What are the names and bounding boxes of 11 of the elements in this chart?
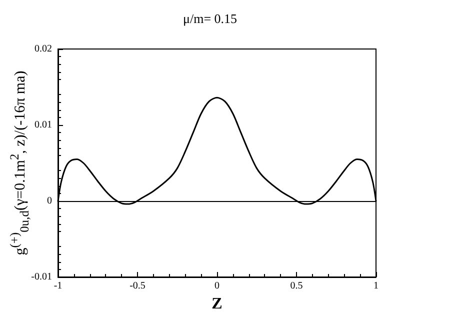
x-tick-label: -1 bbox=[54, 280, 62, 292]
y-tick-label: 0.01 bbox=[34, 120, 52, 130]
x-tick-label: -0.5 bbox=[130, 280, 146, 292]
y-tick-label: 0 bbox=[47, 196, 52, 206]
y-tick-label: -0.01 bbox=[31, 272, 52, 282]
chart-title: μ/m= 0.15 bbox=[183, 11, 238, 26]
x-tick-label: 1 bbox=[374, 280, 378, 292]
x-axis-title: Z bbox=[212, 295, 222, 312]
y-tick-label: 0.02 bbox=[34, 44, 52, 54]
x-tick-label: 0 bbox=[214, 280, 220, 292]
x-tick-label: 0.5 bbox=[290, 280, 303, 292]
